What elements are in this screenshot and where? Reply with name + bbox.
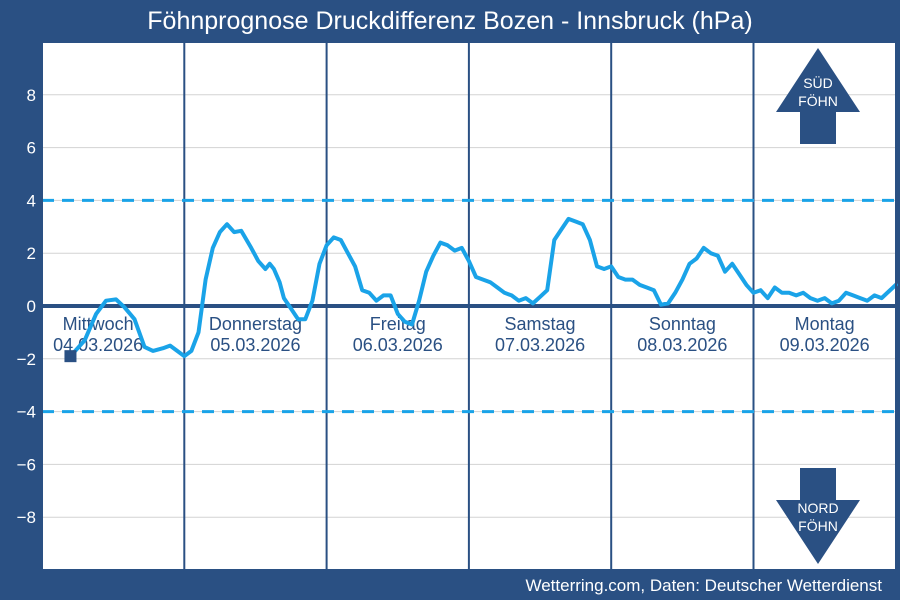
south-foehn-label-2: FÖHN [798,92,838,109]
y-tick-label: 4 [27,191,36,210]
plot-border [41,41,897,571]
y-tick-label: −8 [17,508,36,527]
south-foehn-label-1: SÜD [803,74,833,91]
day-name-label: Donnerstag [209,314,302,334]
y-tick-label: 6 [27,139,36,158]
day-name-label: Freitag [370,314,426,334]
y-tick-label: −6 [17,455,36,474]
source-credit: Wetterring.com, Daten: Deutscher Wetterd… [525,576,882,595]
north-foehn-label-1: NORD [797,500,838,516]
day-date-label: 06.03.2026 [353,335,443,355]
chart-title: Föhnprognose Druckdifferenz Bozen - Inns… [147,7,753,35]
y-tick-label: 2 [27,244,36,263]
day-date-label: 09.03.2026 [780,335,870,355]
y-tick-label: −2 [17,350,36,369]
y-tick-label: 8 [27,86,36,105]
y-tick-label: 0 [27,297,36,316]
day-name-label: Samstag [505,314,576,334]
pressure-diff-line [68,216,898,359]
north-foehn-arrow [776,468,860,564]
start-marker [64,350,77,363]
day-date-label: 07.03.2026 [495,335,585,355]
day-name-label: Montag [795,314,855,334]
day-name-label: Sonntag [649,314,716,334]
south-foehn-arrow [776,48,860,144]
day-date-label: 05.03.2026 [210,335,300,355]
north-foehn-label-2: FÖHN [798,517,838,534]
y-tick-label: −4 [17,403,36,422]
day-name-label: Mittwoch [63,314,134,334]
day-date-label: 08.03.2026 [637,335,727,355]
